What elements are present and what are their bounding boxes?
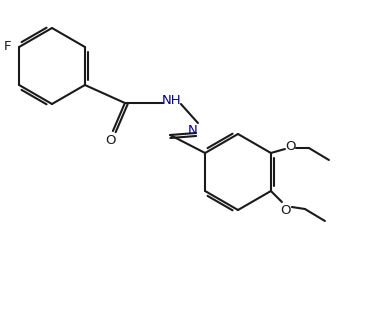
- Text: F: F: [3, 40, 11, 53]
- Text: O: O: [106, 133, 116, 146]
- Text: O: O: [286, 140, 296, 153]
- Text: NH: NH: [162, 94, 182, 107]
- Text: O: O: [280, 204, 291, 217]
- Text: N: N: [188, 123, 198, 136]
